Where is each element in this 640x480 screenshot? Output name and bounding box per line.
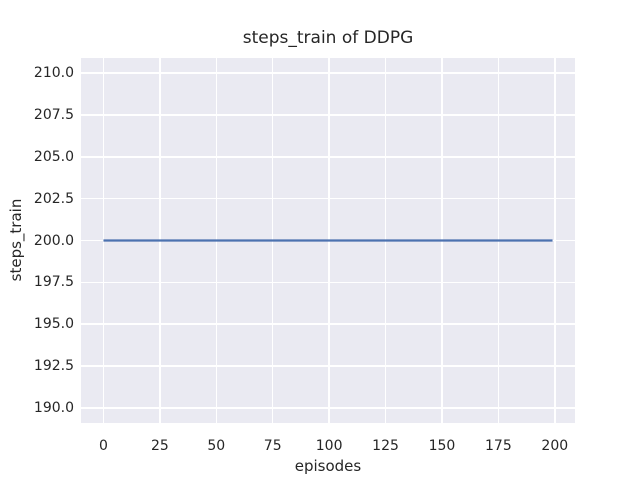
y-gridline [81,72,575,74]
y-tick-label: 200.0 [33,232,74,249]
y-gridline [81,197,575,200]
y-tick-label: 192.5 [33,358,74,375]
y-tick-label: 195.0 [33,316,74,333]
x-tick-label: 75 [263,438,282,454]
x-tick-label: 0 [98,438,108,454]
chart-title: steps_train of DDPG [242,28,414,48]
x-axis-label: episodes [294,457,362,475]
y-gridline [81,281,575,284]
y-tick-label: 205.0 [33,148,74,165]
y-tick-label: 190.0 [33,399,74,416]
y-gridline [81,365,575,367]
x-tick-label: 50 [207,438,226,454]
plot-area [81,58,575,423]
x-tick-label: 150 [428,438,456,454]
y-gridline [81,114,575,116]
x-tick-label: 25 [150,438,169,454]
y-gridline [81,323,575,325]
x-tick-label: 175 [485,438,512,454]
y-tick-label: 210.0 [33,65,74,82]
x-tick-label: 100 [315,438,343,454]
y-gridline [81,156,575,158]
y-tick-label: 202.5 [33,190,74,207]
x-tick-label: 125 [372,438,399,454]
y-tick-label: 207.5 [33,106,74,123]
x-tick-label: 200 [541,438,569,454]
y-tick-label: 197.5 [33,274,74,291]
y-gridline [81,407,575,409]
